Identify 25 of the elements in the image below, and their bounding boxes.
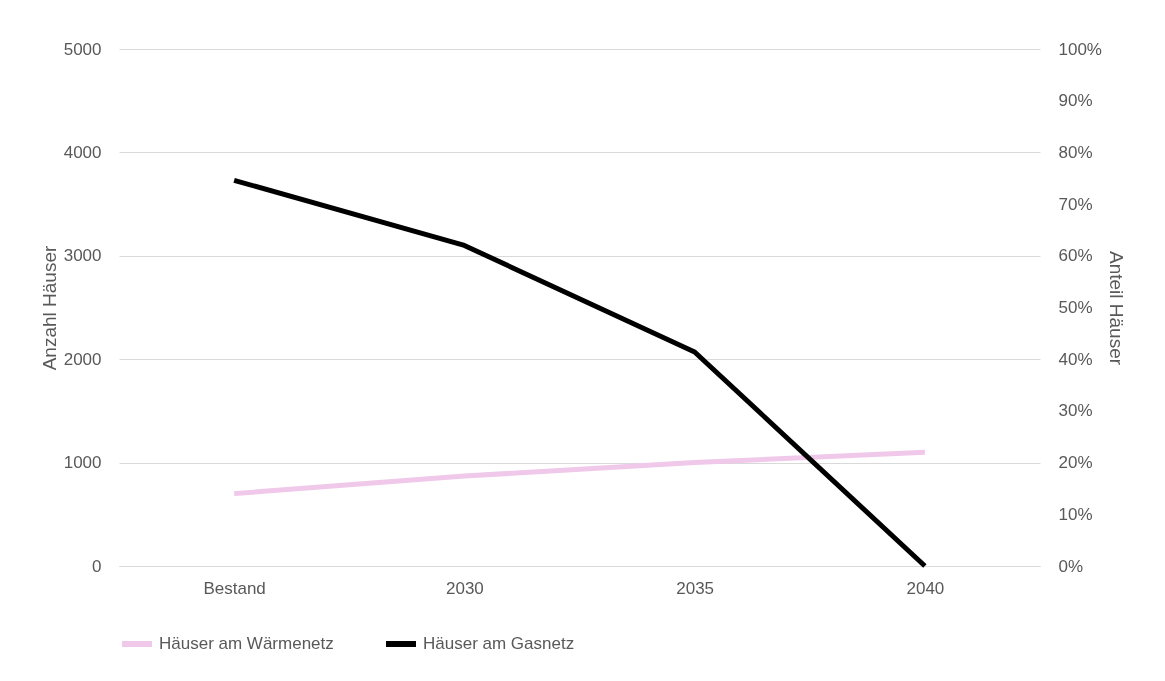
y-tick-label: 3000 [63, 246, 102, 266]
y2-tick-label: 80% [1058, 142, 1093, 162]
legend-label: Häuser am Gasnetz [423, 634, 575, 653]
y-tick-label: 2000 [63, 349, 102, 369]
y-tick-label: 4000 [63, 142, 102, 162]
y2-axis-title: Anteil Häuser [1105, 250, 1127, 366]
y2-tick-label: 20% [1058, 453, 1093, 473]
x-tick-label: 2035 [676, 578, 715, 598]
y-tick-label: 0 [92, 556, 102, 576]
y2-tick-label: 100% [1058, 39, 1102, 59]
y-tick-label: 1000 [63, 453, 102, 473]
y2-tick-label: 10% [1058, 504, 1093, 524]
y2-tick-label: 0% [1058, 556, 1084, 576]
y2-tick-label: 30% [1058, 401, 1093, 421]
y-tick-label: 5000 [63, 39, 102, 59]
y2-tick-label: 50% [1058, 298, 1093, 317]
x-tick-label: 2040 [906, 578, 945, 598]
y2-tick-label: 40% [1058, 349, 1093, 369]
y2-tick-label: 60% [1058, 246, 1093, 266]
legend-label: Häuser am Wärmenetz [159, 634, 334, 653]
x-tick-label: Bestand [203, 578, 266, 598]
y-axis-title: Anzahl Häuser [38, 245, 60, 371]
y2-tick-label: 70% [1058, 194, 1093, 214]
y2-tick-label: 90% [1058, 91, 1093, 111]
x-tick-label: 2030 [445, 578, 484, 598]
